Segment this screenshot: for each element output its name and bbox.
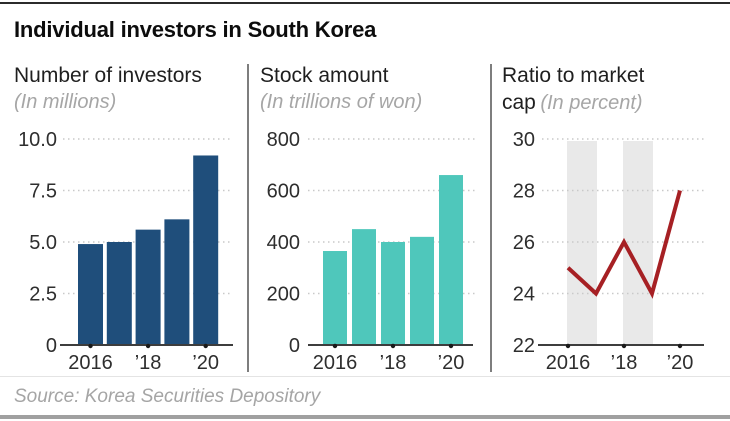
axis-tick-dot <box>621 343 627 349</box>
x-axis-label: ’18 <box>611 352 638 374</box>
line-chart-ratio-to-market-cap: 22 24 26 28 30 2016 ’18 ’20 <box>513 129 707 374</box>
panel-investors-unit: (In millions) <box>14 91 117 113</box>
bottom-border <box>0 415 730 419</box>
bar-2020 <box>193 155 219 345</box>
y-axis-label: 22 <box>513 335 535 357</box>
axis-tick-dot <box>145 343 151 349</box>
y-axis-label: 800 <box>267 129 300 151</box>
x-axis-label: ’18 <box>380 352 407 374</box>
y-axis-label: 28 <box>513 181 535 203</box>
y-axis-label: 5.0 <box>29 232 57 254</box>
panel-investors-header: Number of investors (In millions) <box>14 62 202 115</box>
x-axis-label: 2016 <box>68 352 113 374</box>
panel-stock-title: Stock amount <box>260 64 389 87</box>
bar-2017 <box>106 242 132 345</box>
y-axis-label: 30 <box>513 129 535 151</box>
axis-tick-dot <box>448 343 454 349</box>
panel-ratio-header: Ratio to market cap (In percent) <box>502 62 680 116</box>
source-text: Source: Korea Securities Depository <box>14 386 321 407</box>
x-axis-label: 2016 <box>313 352 358 374</box>
bar-2016 <box>78 244 103 345</box>
panel-divider-right <box>490 64 492 372</box>
axis-tick-dot <box>203 343 208 349</box>
x-axis-label: ’20 <box>192 352 219 374</box>
x-axis-label: ’20 <box>667 352 694 374</box>
axis-tick-dot <box>677 343 683 349</box>
bar-chart-stock-amount: 0 200 400 600 800 2016 ’18 ’20 <box>267 129 475 374</box>
x-axis-label: ’18 <box>135 352 162 374</box>
bar-2017 <box>352 229 376 345</box>
y-axis-label: 7.5 <box>29 181 57 203</box>
axis-tick-dot <box>565 343 571 349</box>
y-axis-label: 24 <box>513 284 535 306</box>
y-axis-label: 10.0 <box>18 129 57 151</box>
panel-investors-title: Number of investors <box>14 64 202 87</box>
panel-stock-unit: (In trillions of won) <box>260 91 423 113</box>
trend-line <box>566 189 682 299</box>
y-axis-label: 600 <box>267 181 300 203</box>
panel-ratio-unit: (In percent) <box>540 92 643 114</box>
bar-2018 <box>135 229 161 345</box>
bar-2018 <box>381 242 405 345</box>
bar-chart-number-of-investors: 0 2.5 5.0 7.5 10.0 2016 ’18 ’20 <box>18 129 233 374</box>
bar-2019 <box>164 219 190 345</box>
y-axis-label: 200 <box>267 284 300 306</box>
y-axis-label: 0 <box>289 335 300 357</box>
top-border <box>0 2 730 4</box>
x-axis-label: 2016 <box>546 352 591 374</box>
bar-2020 <box>439 175 463 345</box>
bar-2019 <box>410 236 434 345</box>
axis-tick-dot <box>390 343 396 349</box>
y-axis-label: 400 <box>267 232 300 254</box>
panel-ratio-title: Ratio to market cap <box>502 64 645 114</box>
x-axis-label: ’20 <box>438 352 465 374</box>
bar-2016 <box>323 251 347 345</box>
source-divider <box>0 376 730 377</box>
y-axis-label: 2.5 <box>29 284 57 306</box>
axis-tick-dot <box>332 343 338 349</box>
axis-tick-dot <box>88 343 93 349</box>
panel-divider-left <box>247 64 249 372</box>
y-axis-label: 0 <box>46 335 57 357</box>
y-axis-label: 26 <box>513 232 535 254</box>
figure-title: Individual investors in South Korea <box>14 17 377 42</box>
panel-stock-header: Stock amount (In trillions of won) <box>260 62 422 115</box>
